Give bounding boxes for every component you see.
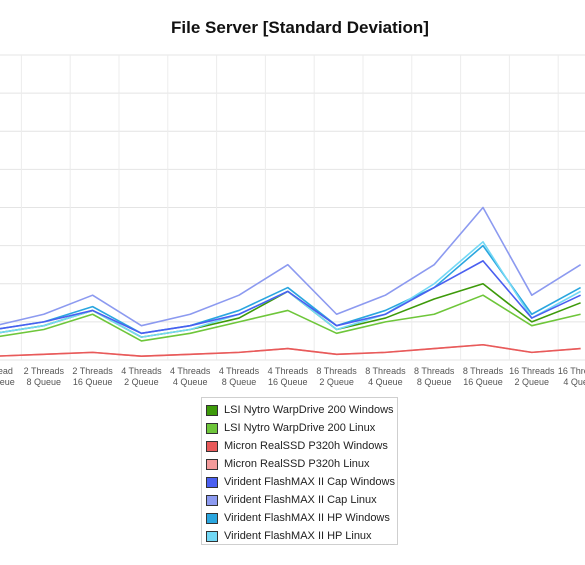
series-line	[0, 260, 581, 335]
legend-item: LSI Nytro WarpDrive 200 Windows	[206, 401, 394, 419]
x-tick-label: 2 Threads 8 Queue	[24, 366, 65, 387]
x-tick-label: 8 Threads 4 Queue	[365, 366, 406, 387]
legend-label: Micron RealSSD P320h Linux	[224, 458, 370, 470]
chart-legend: LSI Nytro WarpDrive 200 Windows LSI Nytro…	[201, 397, 398, 545]
legend-item: LSI Nytro WarpDrive 200 Linux	[206, 419, 393, 437]
legend-label: LSI Nytro WarpDrive 200 Windows	[224, 404, 394, 416]
legend-swatch	[206, 494, 218, 506]
series-line	[0, 343, 581, 357]
legend-label: LSI Nytro WarpDrive 200 Linux	[224, 422, 376, 434]
legend-item: Virident FlashMAX II HP Windows	[206, 509, 393, 527]
legend-label: Micron RealSSD P320h Windows	[224, 440, 388, 452]
legend-label: Virident FlashMAX II HP Linux	[224, 530, 372, 542]
legend-swatch	[206, 512, 218, 524]
legend-swatch	[206, 476, 218, 488]
legend-item: Micron RealSSD P320h Linux	[206, 455, 393, 473]
x-tick-label: 4 Threads 4 Queue	[170, 366, 211, 387]
legend-label: Virident FlashMAX II Cap Linux	[224, 494, 377, 506]
series-line	[0, 206, 582, 327]
x-tick-label: 4 Threads 2 Queue	[121, 366, 162, 387]
chart-title: File Server [Standard Deviation]	[171, 18, 429, 37]
x-tick-label: 4 Threads 8 Queue	[219, 366, 260, 387]
legend-label: Virident FlashMAX II HP Windows	[224, 512, 390, 524]
x-tick-label: 8 Threads 16 Queue	[463, 366, 504, 387]
x-tick-label: 2 Threads 16 Queue	[72, 366, 113, 387]
legend-item: Virident FlashMAX II Cap Windows	[206, 473, 395, 491]
series-line	[0, 244, 581, 335]
legend-item: Micron RealSSD P320h Windows	[206, 437, 393, 455]
x-tick-label: 4 Threads 16 Queue	[268, 366, 309, 387]
legend-swatch	[206, 458, 218, 470]
legend-swatch	[206, 404, 218, 416]
legend-swatch	[206, 530, 218, 542]
legend-label: Virident FlashMAX II Cap Windows	[224, 476, 395, 488]
legend-item: Virident FlashMAX II Cap Linux	[206, 491, 393, 509]
x-tick-label: 16 Threads 2 Queue	[509, 366, 555, 387]
x-tick-label: 1 Thread16 Queue	[0, 366, 15, 387]
x-tick-label: 8 Threads 2 Queue	[316, 366, 357, 387]
x-tick-label: 8 Threads 8 Queue	[414, 366, 455, 387]
series-line	[0, 282, 581, 338]
series-line	[0, 294, 581, 342]
legend-swatch	[206, 422, 218, 434]
legend-item: Virident FlashMAX II HP Linux	[206, 527, 393, 545]
legend-swatch	[206, 440, 218, 452]
